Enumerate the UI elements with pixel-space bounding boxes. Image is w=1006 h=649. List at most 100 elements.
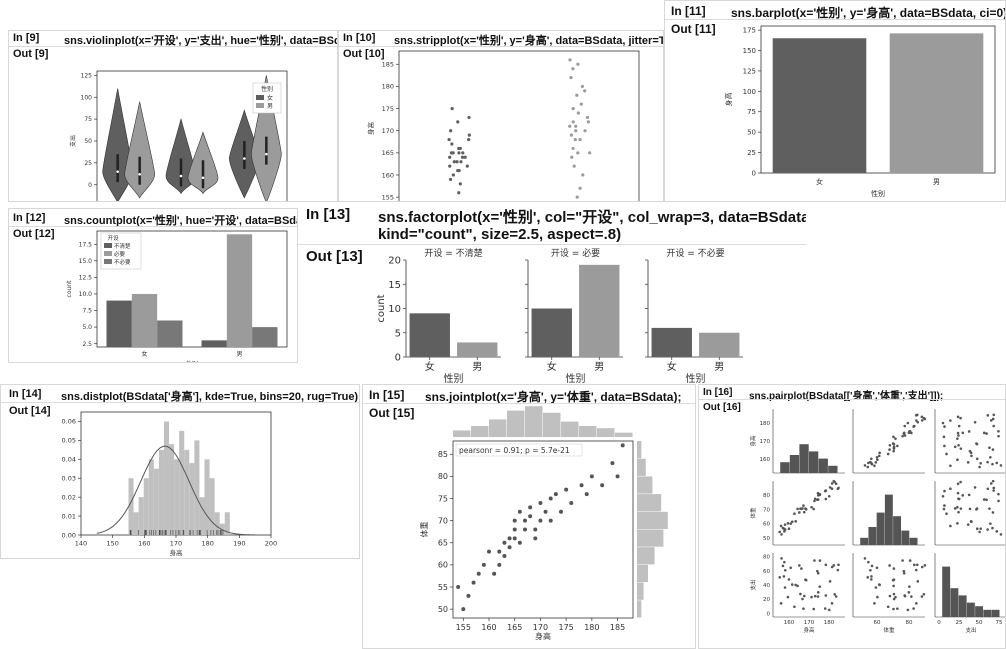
annotation-box — [455, 443, 583, 457]
scatter-point — [979, 527, 982, 530]
scatter-point — [834, 482, 838, 486]
strip-point — [457, 191, 461, 195]
scatter-point — [827, 494, 831, 498]
legend-swatch — [104, 243, 112, 248]
y-tick-label: 175 — [382, 105, 394, 113]
strip-point — [449, 129, 453, 133]
x-tick-label: 170 — [804, 620, 815, 626]
scatter-point — [906, 608, 910, 612]
scatter-point — [959, 416, 962, 420]
y-tick-label: 75 — [438, 494, 448, 503]
facet-title: 开设 = 不必要 — [666, 247, 724, 259]
y-tick-label: 85 — [438, 450, 448, 459]
hist-bar — [163, 421, 170, 535]
scatter-point — [892, 607, 895, 611]
scatter-point — [903, 424, 907, 428]
scatter-point — [816, 491, 820, 495]
y-tick-label: 170 — [760, 439, 771, 445]
y-tick-label: 7.5 — [82, 308, 92, 315]
scatter-point — [949, 419, 952, 422]
scatter-point — [874, 461, 878, 464]
scatter-point — [892, 597, 896, 601]
scatter-point — [512, 536, 517, 541]
strip-point — [571, 106, 575, 111]
y-tick-label: 5.0 — [82, 324, 92, 331]
y-tick-label: 185 — [382, 61, 394, 69]
in-label: In [9] — [13, 32, 40, 44]
y-tick-label: 150 — [743, 47, 756, 55]
scatter-point — [975, 457, 979, 461]
strip-point — [467, 133, 471, 137]
scatter-point — [793, 605, 796, 609]
scatter-point — [782, 575, 786, 578]
hist-bar — [901, 530, 910, 545]
scatter-point — [968, 449, 972, 453]
bar-不清楚 — [106, 300, 132, 347]
y-tick-label: 60 — [763, 522, 770, 528]
hist-bar — [942, 566, 951, 617]
scatter-point — [833, 592, 837, 596]
x-tick-label: 男 — [594, 361, 604, 373]
scatter-point — [902, 431, 906, 435]
y-tick-label: 0 — [767, 611, 771, 617]
marginal-x-bar — [561, 421, 579, 437]
scatter-point — [892, 435, 895, 439]
in-label: In [14] — [9, 388, 42, 400]
y-tick-label: 65 — [438, 539, 448, 548]
scatter-point — [896, 444, 899, 448]
scatter-point — [813, 594, 817, 598]
strip-point — [575, 93, 579, 97]
x-tick-label: 60 — [874, 620, 881, 626]
code-line: sns.stripplot(x='性别', y='身高', data=BSdat… — [394, 35, 664, 47]
scatter-point — [481, 562, 486, 567]
scatter-point — [902, 569, 906, 573]
hist-bar — [966, 602, 975, 617]
y-axis-label: 体重 — [419, 522, 429, 538]
scatter-point — [992, 413, 996, 417]
x-tick-label: 190 — [233, 540, 245, 548]
marginal-y-bar — [637, 511, 668, 529]
strip-point — [465, 164, 469, 168]
scatter-point — [991, 479, 995, 483]
scatter-point — [816, 569, 819, 573]
scatter-point — [863, 557, 867, 560]
scatter-point — [600, 483, 605, 488]
x-tick-label: 185 — [610, 623, 625, 632]
scatter-point — [812, 507, 815, 511]
scatter-point — [906, 421, 910, 425]
scatter-point — [982, 431, 986, 435]
scatter-point — [870, 575, 873, 578]
scatter-point — [970, 520, 973, 523]
axes-frame — [398, 50, 640, 201]
code-line-2: kind="count", size=2.5, aspect=.8) — [378, 226, 622, 243]
scatter-point — [824, 594, 828, 597]
in-label: In [13] — [306, 206, 351, 223]
x-tick-label: 160 — [481, 623, 496, 632]
strip-point — [450, 142, 454, 146]
scatter-point — [779, 524, 783, 528]
scatter-point — [796, 507, 799, 511]
scatter-point — [876, 458, 879, 462]
marginal-y-bar — [637, 529, 664, 547]
out-label: Out [9] — [13, 48, 49, 60]
scatter-point — [966, 523, 970, 526]
strip-point — [571, 67, 575, 71]
scatter-point — [985, 498, 988, 502]
axes-frame — [452, 440, 634, 619]
bar-chart: 0 25 50 75 100 125 150 175 女 男性别 身高 — [724, 25, 996, 198]
scatter-point — [988, 446, 991, 450]
violin-median — [116, 170, 119, 173]
y-tick-label: 10.0 — [79, 291, 93, 298]
scatter-point — [800, 567, 803, 570]
scatter-point — [943, 504, 946, 507]
scatter-point — [783, 530, 786, 533]
scatter-point — [553, 492, 558, 497]
scatter-point — [533, 527, 538, 532]
y-tick-label: 25 — [84, 160, 92, 167]
scatter-point — [979, 461, 982, 465]
scatter-point — [836, 568, 840, 572]
scatter-point — [810, 595, 813, 599]
strip-point — [463, 155, 467, 159]
scatter-point — [787, 527, 791, 531]
strip-point — [570, 155, 574, 159]
